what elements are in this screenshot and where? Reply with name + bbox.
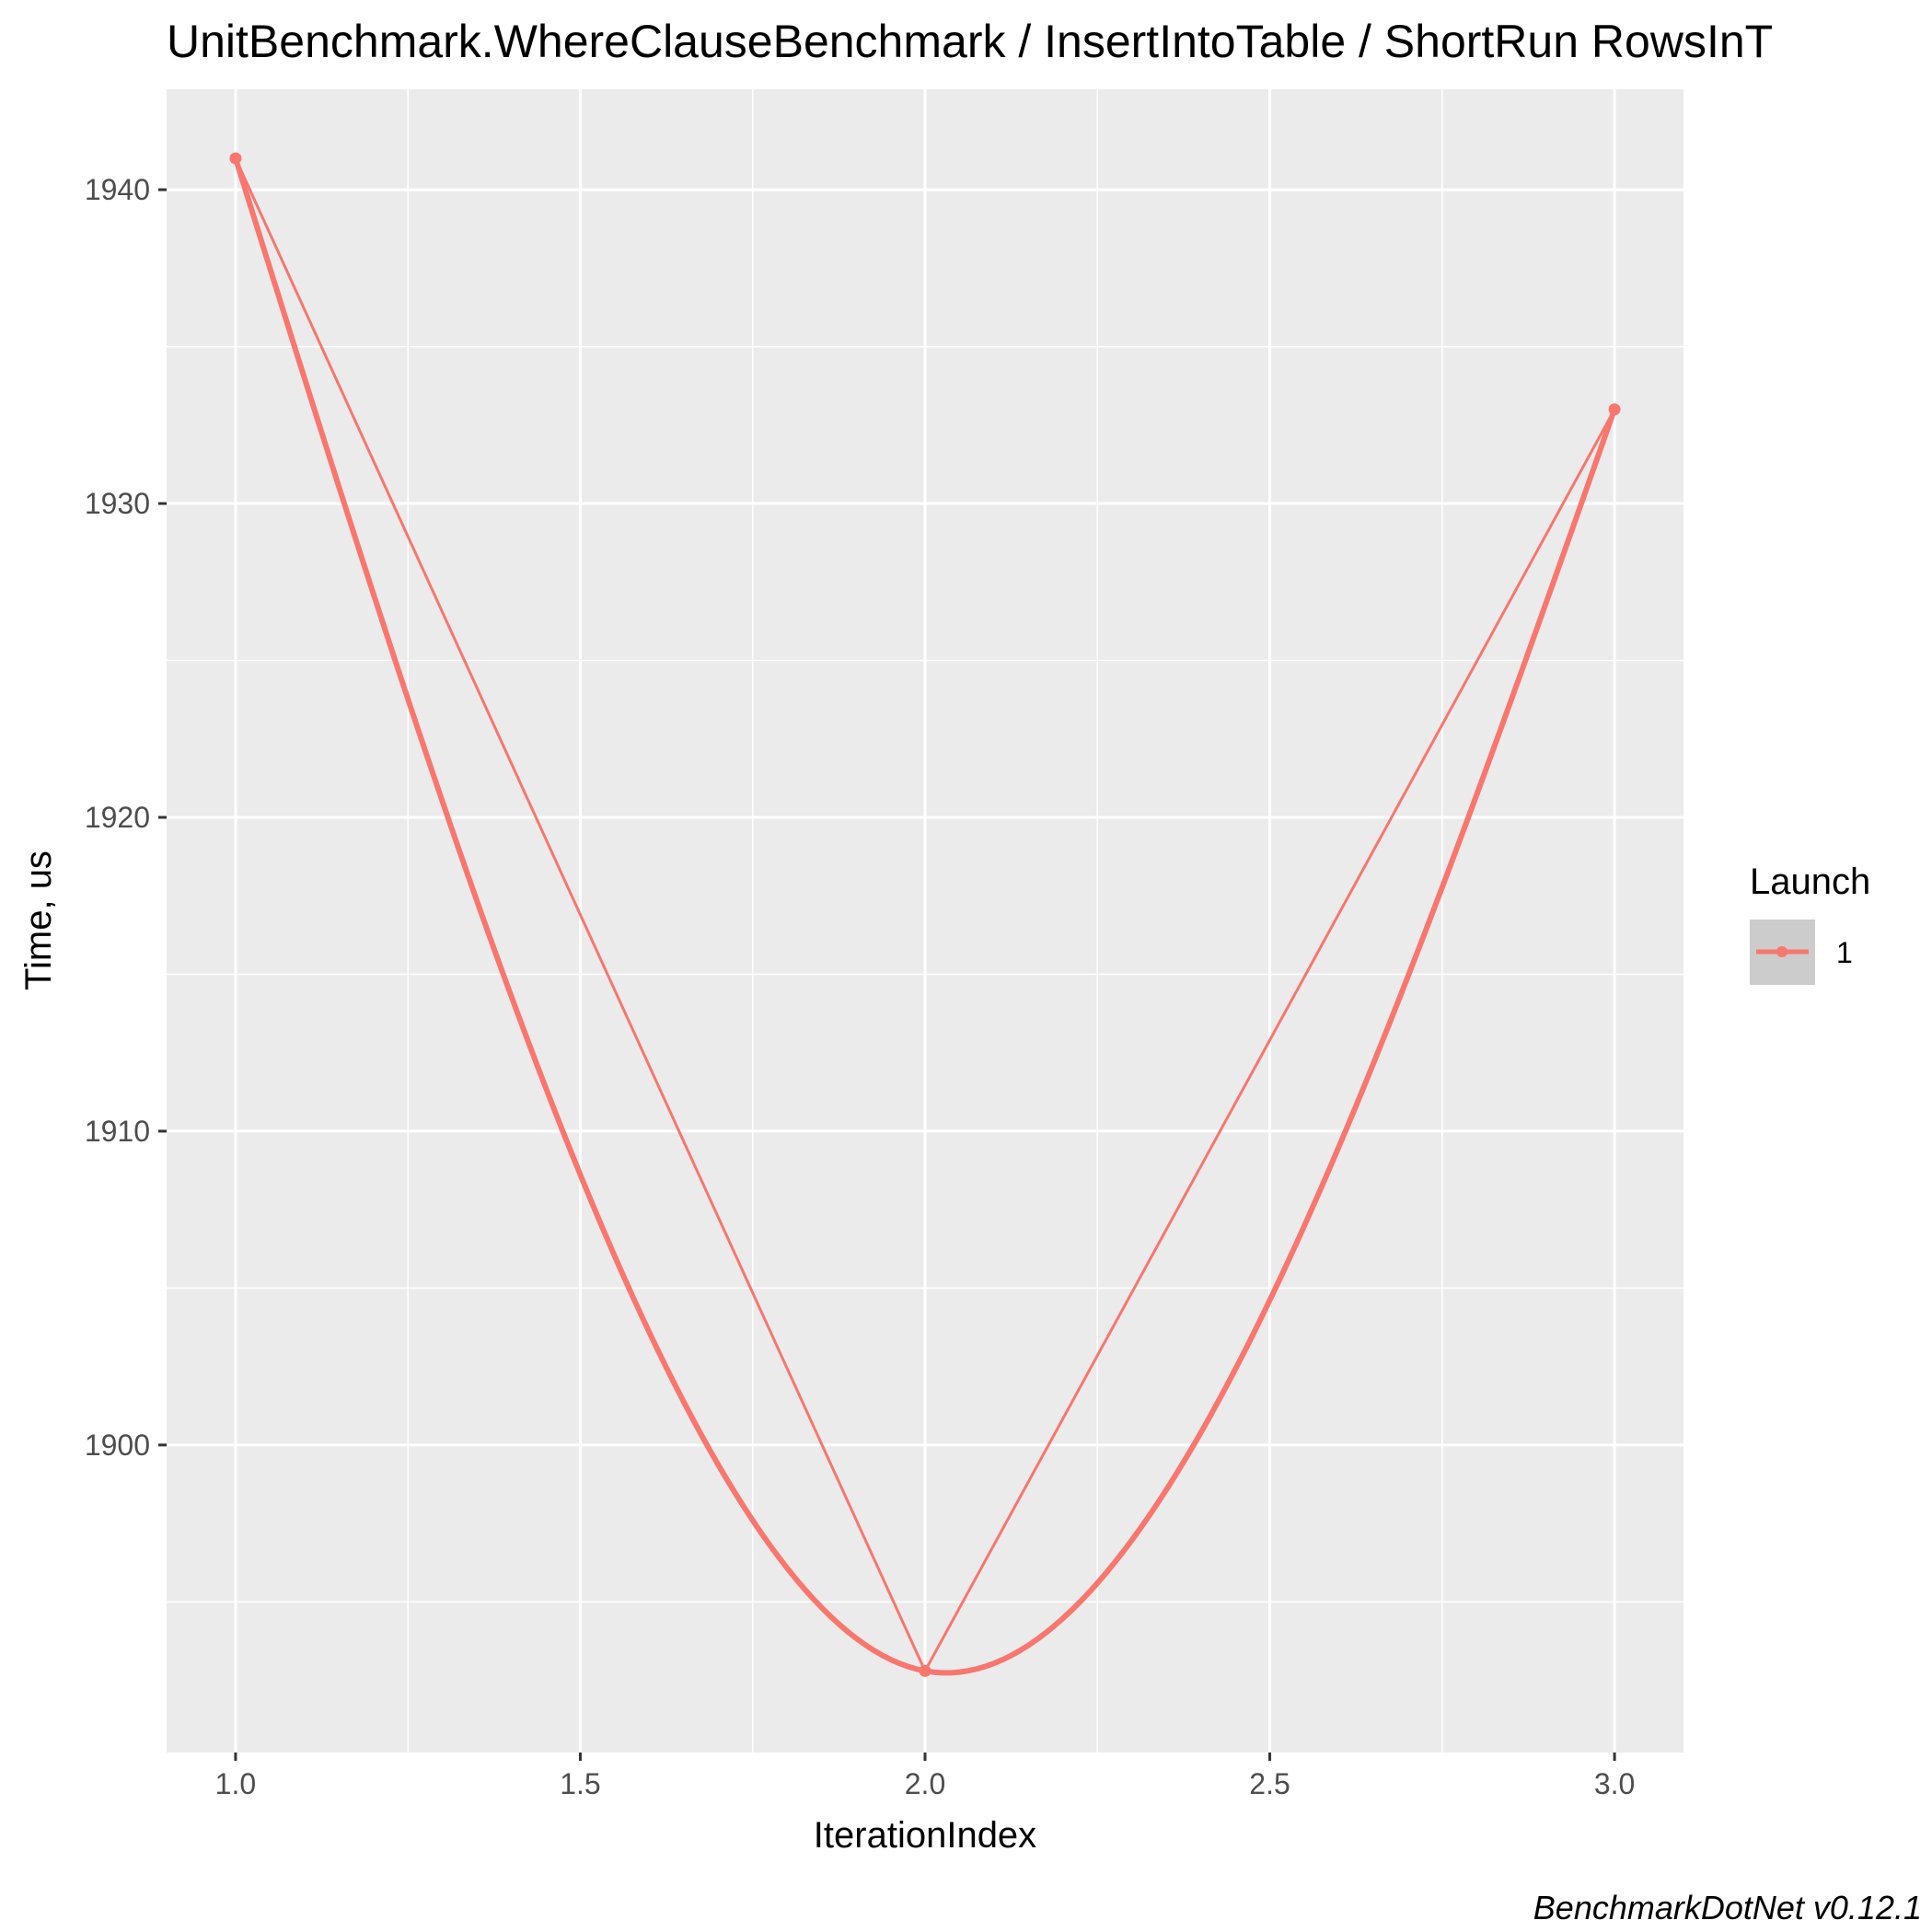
y-axis: 1900 1910 1920 1930 1940 [85, 173, 167, 1462]
x-tick-label: 2.0 [905, 1767, 945, 1800]
y-tick-label: 1910 [85, 1115, 150, 1148]
major-gridlines [167, 89, 1683, 1753]
x-tick-label: 1.5 [560, 1767, 600, 1800]
chart-title: UnitBenchmark.WhereClauseBenchmark / Ins… [167, 16, 1773, 67]
y-tick-label: 1930 [85, 487, 150, 520]
x-axis-title: IterationIndex [814, 1815, 1036, 1856]
data-point [229, 152, 242, 165]
y-axis-title: Time, us [18, 850, 59, 990]
legend-label-1: 1 [1836, 936, 1853, 969]
x-tick-label: 1.0 [215, 1767, 256, 1800]
x-axis: 1.0 1.5 2.0 2.5 3.0 [215, 1753, 1635, 1800]
data-point [919, 1664, 931, 1677]
legend-key-point [1776, 946, 1787, 957]
caption: BenchmarkDotNet v0.12.1 [1533, 1889, 1922, 1926]
y-tick-label: 1920 [85, 801, 150, 834]
x-tick-label: 3.0 [1594, 1767, 1635, 1800]
legend: Launch 1 [1750, 862, 1870, 985]
y-tick-label: 1940 [85, 173, 150, 206]
x-tick-label: 2.5 [1249, 1767, 1290, 1800]
y-tick-label: 1900 [85, 1429, 150, 1462]
series-layer [229, 152, 1621, 1677]
legend-title: Launch [1750, 862, 1870, 902]
data-point [1608, 403, 1621, 416]
